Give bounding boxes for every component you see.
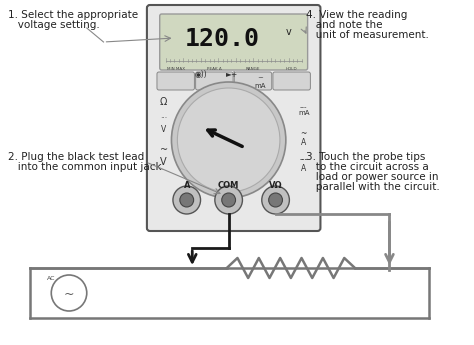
Text: ---
mA: --- mA xyxy=(298,104,310,116)
FancyBboxPatch shape xyxy=(160,14,308,70)
Circle shape xyxy=(51,275,87,311)
Text: ►+: ►+ xyxy=(227,69,239,79)
Circle shape xyxy=(180,193,194,207)
Circle shape xyxy=(173,186,201,214)
Circle shape xyxy=(177,88,280,192)
FancyBboxPatch shape xyxy=(147,5,320,231)
Text: ···
V: ··· V xyxy=(160,114,167,134)
Text: ---
A: --- A xyxy=(300,155,308,173)
Text: ~: ~ xyxy=(257,75,263,81)
Circle shape xyxy=(262,186,290,214)
Text: ◉)): ◉)) xyxy=(195,69,207,79)
Text: ~: ~ xyxy=(160,145,168,155)
Text: 120.0: 120.0 xyxy=(185,27,260,51)
Text: unit of measurement.: unit of measurement. xyxy=(306,30,428,40)
Text: parallel with the circuit.: parallel with the circuit. xyxy=(306,182,439,192)
Text: COM: COM xyxy=(218,180,239,189)
Text: mA: mA xyxy=(255,83,266,89)
Text: V: V xyxy=(160,157,167,167)
Circle shape xyxy=(269,193,283,207)
Text: Ω: Ω xyxy=(160,97,167,107)
Text: voltage setting.: voltage setting. xyxy=(8,20,100,30)
Text: PEAK Δ: PEAK Δ xyxy=(207,67,222,71)
Text: AC: AC xyxy=(47,276,55,282)
Circle shape xyxy=(222,193,236,207)
Text: 2. Plug the black test lead: 2. Plug the black test lead xyxy=(8,152,144,162)
Text: 1. Select the appropriate: 1. Select the appropriate xyxy=(8,10,138,20)
Text: v: v xyxy=(285,27,291,37)
Text: 3. Touch the probe tips: 3. Touch the probe tips xyxy=(306,152,425,162)
FancyBboxPatch shape xyxy=(273,72,310,90)
Text: to the circuit across a: to the circuit across a xyxy=(306,162,428,172)
Text: ~: ~ xyxy=(64,287,74,300)
Text: load or power source in: load or power source in xyxy=(306,172,438,182)
Text: into the common input jack.: into the common input jack. xyxy=(8,162,165,172)
FancyBboxPatch shape xyxy=(196,72,233,90)
Text: HOLD: HOLD xyxy=(286,67,298,71)
Text: MIN MAX: MIN MAX xyxy=(167,67,185,71)
FancyBboxPatch shape xyxy=(234,72,272,90)
Text: VΩ: VΩ xyxy=(269,180,283,189)
Text: ~
A: ~ A xyxy=(301,129,307,147)
FancyBboxPatch shape xyxy=(157,72,194,90)
Text: A: A xyxy=(183,180,190,189)
Text: and note the: and note the xyxy=(306,20,382,30)
Circle shape xyxy=(215,186,242,214)
Circle shape xyxy=(172,82,286,198)
Text: 4. View the reading: 4. View the reading xyxy=(306,10,407,20)
Text: RANGE: RANGE xyxy=(246,67,260,71)
